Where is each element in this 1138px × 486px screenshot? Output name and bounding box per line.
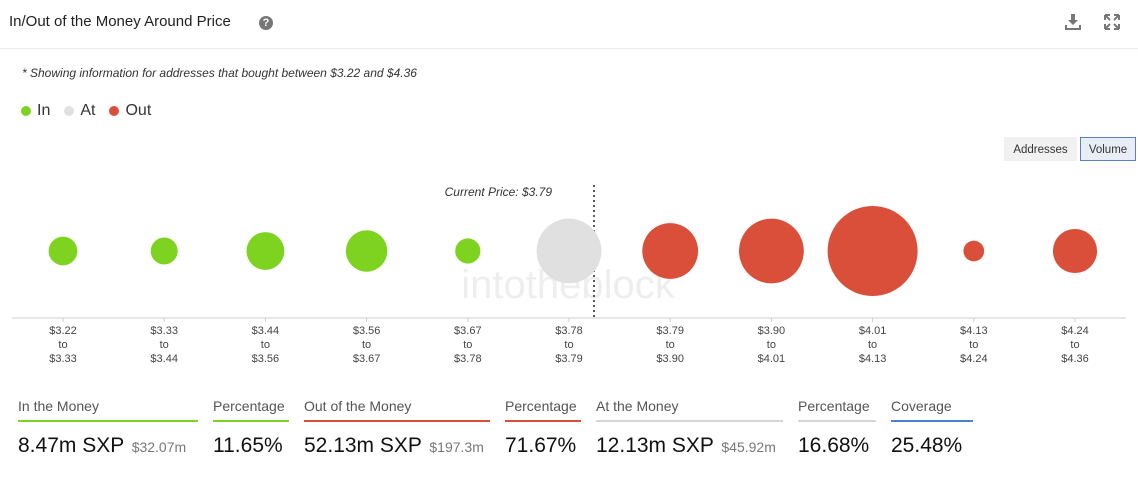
range-to-label: $3.33	[49, 353, 77, 365]
range-from-label: $3.78	[555, 325, 583, 337]
range-to-label: $4.36	[1061, 353, 1089, 365]
stat-in-value: 8.47m SXP	[18, 434, 124, 457]
stat-at-percentage: Percentage 16.68%	[798, 398, 876, 458]
bubble-out-6[interactable]	[642, 223, 699, 279]
legend-dot-out	[109, 106, 120, 116]
stat-in-usd: $32.07m	[131, 439, 187, 455]
stat-at-usd: $45.92m	[721, 439, 776, 455]
range-from-label: $4.13	[960, 325, 988, 337]
stat-in-pct: 11.65%	[213, 434, 283, 457]
range-labels-group: $3.22 to $3.33 $3.33 to $3.44 $3.44 to $3.56 $3.5…	[49, 318, 1089, 365]
range-from-label: $3.33	[150, 325, 178, 337]
stat-in-value-wrap: 8.47m SXP $32.07m	[18, 434, 198, 458]
bubble-out-10[interactable]	[1052, 228, 1098, 274]
stat-in-the-money: In the Money 8.47m SXP $32.07m	[18, 398, 198, 458]
legend-dot-at	[64, 106, 75, 116]
current-price-label: Current Price: $3.79	[445, 185, 553, 199]
stat-out-pct-label: Percentage	[505, 398, 581, 422]
bubble-out-9[interactable]	[963, 240, 985, 262]
range-to-label: $3.56	[252, 353, 280, 365]
legend-dot-in	[21, 106, 31, 116]
widget-header: In/Out of the Money Around Price ?	[0, 0, 1138, 49]
stat-in-percentage: Percentage 11.65%	[213, 398, 289, 458]
bubble-in-1[interactable]	[150, 237, 178, 265]
range-to-word: to	[261, 339, 270, 351]
bubbles-group	[48, 206, 1098, 296]
stat-out-value-wrap: 52.13m SXP $197.3m	[304, 434, 490, 458]
bubble-chart: intotheblock Current Price: $3.79 $3.22t…	[12, 185, 1126, 365]
range-to-word: to	[463, 339, 472, 351]
range-to-word: to	[564, 339, 573, 351]
addresses-toggle-button[interactable]: Addresses	[1004, 137, 1077, 161]
legend: In At Out	[21, 102, 165, 120]
range-to-label: $3.67	[353, 353, 381, 365]
legend-item-in[interactable]: In	[21, 102, 50, 120]
stat-coverage-label: Coverage	[891, 398, 973, 422]
range-from-label: $4.24	[1061, 325, 1089, 337]
stat-in-pct-label: Percentage	[213, 398, 289, 422]
range-to-word: to	[1070, 339, 1079, 351]
range-to-word: to	[58, 339, 67, 351]
stat-out-of-the-money: Out of the Money 52.13m SXP $197.3m	[304, 398, 490, 458]
range-to-word: to	[666, 339, 675, 351]
expand-icon[interactable]	[1103, 13, 1121, 31]
bubble-in-3[interactable]	[345, 230, 388, 272]
range-from-label: $3.90	[758, 325, 786, 337]
help-icon[interactable]: ?	[259, 16, 273, 30]
stat-out-percentage: Percentage 71.67%	[505, 398, 581, 458]
stats-row: In the Money 8.47m SXP $32.07m Percentag…	[0, 398, 1138, 478]
legend-label-out: Out	[125, 102, 152, 119]
stat-in-label: In the Money	[18, 398, 198, 422]
bubble-out-7[interactable]	[739, 218, 804, 284]
stat-out-pct: 71.67%	[505, 434, 577, 457]
range-from-label: $3.79	[656, 325, 684, 337]
stat-at-pct: 16.68%	[798, 434, 870, 457]
stat-at-label: At the Money	[596, 398, 783, 422]
stat-out-value: 52.13m SXP	[304, 434, 422, 457]
range-to-word: to	[362, 339, 371, 351]
range-from-label: $3.67	[454, 325, 482, 337]
range-from-label: $3.44	[252, 325, 280, 337]
stat-out-usd: $197.3m	[429, 439, 484, 455]
legend-item-at[interactable]: At	[64, 102, 95, 120]
range-to-label: $4.24	[960, 353, 988, 365]
range-to-word: to	[767, 339, 776, 351]
range-note: * Showing information for addresses that…	[22, 66, 417, 80]
range-to-label: $4.01	[758, 353, 786, 365]
stat-at-pct-label: Percentage	[798, 398, 876, 422]
stat-coverage-value: 25.48%	[891, 434, 963, 457]
range-to-word: to	[868, 339, 877, 351]
range-from-label: $3.56	[353, 325, 381, 337]
widget-title: In/Out of the Money Around Price	[9, 13, 231, 30]
range-from-label: $3.22	[49, 325, 77, 337]
range-to-label: $3.78	[454, 353, 482, 365]
stat-at-value-wrap: 12.13m SXP $45.92m	[596, 434, 783, 458]
range-to-word: to	[160, 339, 169, 351]
range-to-label: $3.44	[150, 353, 178, 365]
bubble-in-4[interactable]	[455, 238, 481, 264]
stat-coverage: Coverage 25.48%	[891, 398, 973, 458]
stat-out-label: Out of the Money	[304, 398, 490, 422]
range-from-label: $4.01	[859, 325, 887, 337]
download-icon[interactable]	[1064, 13, 1082, 31]
stat-at-value: 12.13m SXP	[596, 434, 714, 457]
bubble-in-2[interactable]	[246, 232, 285, 270]
bubble-at-5[interactable]	[536, 218, 602, 284]
legend-label-at: At	[80, 102, 96, 119]
range-to-label: $4.13	[859, 353, 887, 365]
legend-label-in: In	[37, 102, 51, 119]
stat-at-the-money: At the Money 12.13m SXP $45.92m	[596, 398, 783, 458]
bubble-out-8[interactable]	[827, 206, 918, 296]
bubble-in-0[interactable]	[48, 236, 78, 266]
range-to-label: $3.90	[656, 353, 684, 365]
range-to-label: $3.79	[555, 353, 583, 365]
volume-toggle-button[interactable]: Volume	[1080, 137, 1136, 161]
range-to-word: to	[969, 339, 978, 351]
legend-item-out[interactable]: Out	[109, 102, 151, 120]
